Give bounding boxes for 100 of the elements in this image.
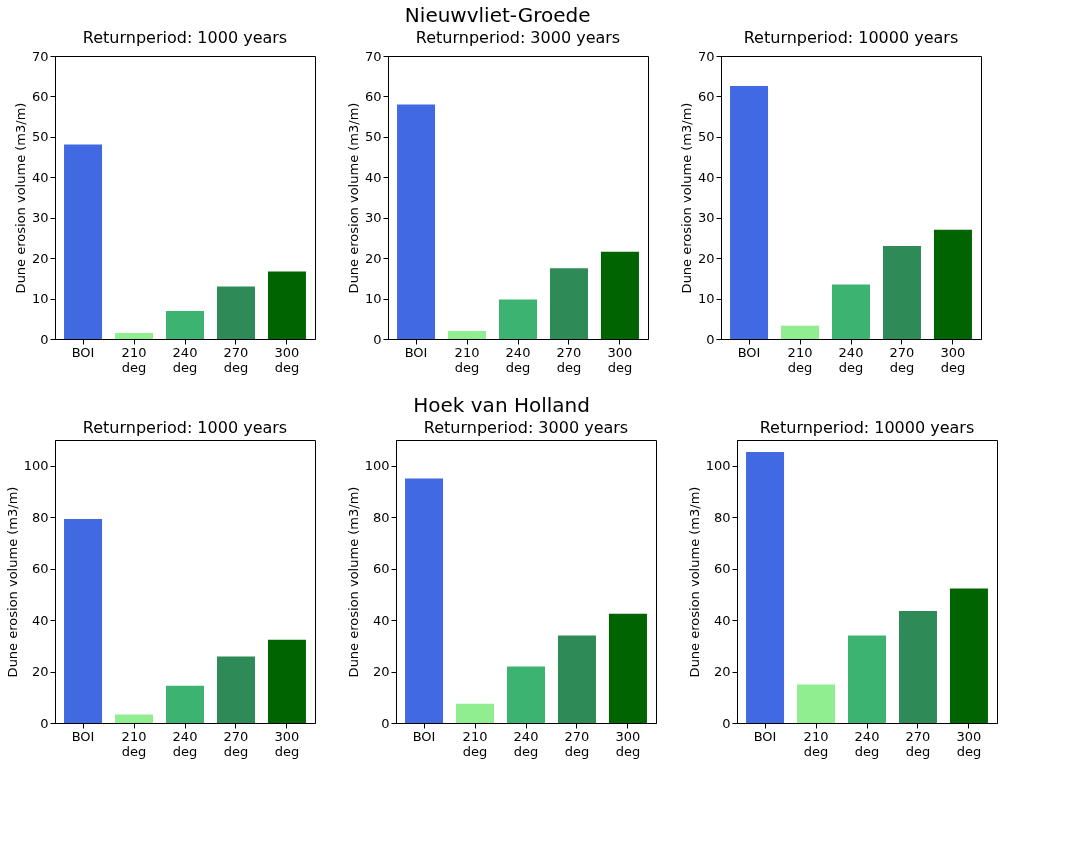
bar: [216, 286, 255, 339]
bar: [608, 613, 647, 723]
y-tick-label: 100: [364, 458, 390, 474]
bar: [448, 330, 487, 339]
bar: [746, 452, 785, 723]
y-tick-label: 0: [40, 331, 49, 347]
bar: [933, 229, 972, 339]
bar: [456, 703, 495, 723]
y-tick-label: 40: [364, 169, 382, 185]
y-tick-label: 20: [364, 250, 382, 266]
y-tick-label: 0: [706, 331, 715, 347]
bar: [267, 639, 306, 723]
y-tick-label: 60: [31, 88, 49, 104]
x-tick-label: 300 deg: [956, 728, 982, 759]
y-tick-label: 10: [697, 291, 715, 307]
y-tick-label: 20: [372, 664, 390, 680]
y-tick-label: 60: [31, 561, 49, 577]
x-tick-label: BOI: [753, 728, 777, 744]
y-tick-label: 60: [713, 561, 731, 577]
y-tick-label: 40: [713, 612, 731, 628]
y-tick-label: 20: [697, 250, 715, 266]
y-tick-label: 50: [31, 129, 49, 145]
bar: [557, 635, 596, 723]
y-axis-title: Dune erosion volume (m3/m): [678, 102, 694, 294]
y-tick-label: 10: [31, 291, 49, 307]
y-tick-label: 80: [713, 509, 731, 525]
bar: [115, 714, 154, 723]
y-tick-label: 100: [705, 458, 731, 474]
x-tick-label: 300 deg: [615, 728, 641, 759]
x-tick-label: BOI: [404, 344, 428, 360]
bar: [898, 611, 937, 723]
y-axis-title: Dune erosion volume (m3/m): [12, 102, 28, 294]
y-axis-title: Dune erosion volume (m3/m): [345, 102, 361, 294]
y-tick-label: 60: [372, 561, 390, 577]
x-tick-label: 240 deg: [513, 728, 539, 759]
x-tick-label: 240 deg: [172, 728, 198, 759]
x-tick-label: BOI: [737, 344, 761, 360]
y-tick-label: 0: [381, 715, 390, 731]
y-tick-label: 70: [697, 48, 715, 64]
bar: [848, 635, 886, 723]
y-tick-label: 40: [697, 169, 715, 185]
bar: [832, 284, 870, 339]
bar: [115, 332, 154, 339]
y-tick-label: 70: [31, 48, 49, 64]
y-tick-label: 40: [372, 612, 390, 628]
x-tick-label: BOI: [412, 728, 436, 744]
y-tick-label: 40: [31, 169, 49, 185]
x-tick-label: 240 deg: [505, 344, 531, 375]
bar: [781, 325, 820, 339]
text: Nieuwvliet-Groede: [404, 2, 591, 27]
bar: [397, 104, 436, 339]
text: Hoek van Holland: [413, 392, 590, 417]
x-tick-label: 210 deg: [121, 344, 147, 375]
x-tick-label: 270 deg: [223, 344, 249, 375]
x-tick-label: 300 deg: [607, 344, 633, 375]
bar: [549, 268, 588, 339]
x-tick-label: BOI: [71, 344, 95, 360]
y-tick-label: 30: [697, 210, 715, 226]
x-tick-label: 210 deg: [454, 344, 480, 375]
y-tick-label: 30: [364, 210, 382, 226]
y-tick-label: 100: [23, 458, 49, 474]
x-tick-label: 240 deg: [172, 344, 198, 375]
x-tick-label: 300 deg: [940, 344, 966, 375]
y-tick-label: 80: [372, 509, 390, 525]
chart-title: Returnperiod: 3000 years: [423, 418, 629, 437]
y-tick-label: 70: [364, 48, 382, 64]
x-tick-label: 210 deg: [121, 728, 147, 759]
x-tick-label: 210 deg: [462, 728, 488, 759]
y-axis-title: Dune erosion volume (m3/m): [345, 486, 361, 678]
y-tick-label: 80: [31, 509, 49, 525]
chart-title: Returnperiod: 10000 years: [743, 28, 959, 47]
bar: [797, 684, 836, 723]
bar: [64, 144, 103, 339]
x-tick-label: 240 deg: [838, 344, 864, 375]
x-tick-label: 270 deg: [564, 728, 590, 759]
x-tick-label: 270 deg: [905, 728, 931, 759]
y-tick-label: 10: [364, 291, 382, 307]
bar: [267, 271, 306, 339]
y-tick-label: 0: [40, 715, 49, 731]
y-tick-label: 50: [364, 129, 382, 145]
y-tick-label: 60: [364, 88, 382, 104]
bar: [882, 246, 921, 339]
x-tick-label: 300 deg: [274, 344, 300, 375]
x-tick-label: BOI: [71, 728, 95, 744]
y-tick-label: 40: [31, 612, 49, 628]
x-tick-label: 270 deg: [223, 728, 249, 759]
bar: [216, 656, 255, 723]
x-tick-label: 210 deg: [787, 344, 813, 375]
bar: [600, 251, 639, 339]
x-tick-label: 300 deg: [274, 728, 300, 759]
x-tick-label: 240 deg: [854, 728, 880, 759]
y-tick-label: 30: [31, 210, 49, 226]
chart-title: Returnperiod: 10000 years: [759, 418, 975, 437]
bar: [730, 85, 769, 339]
y-tick-label: 20: [31, 664, 49, 680]
y-tick-label: 50: [697, 129, 715, 145]
bar: [64, 518, 103, 723]
bar: [166, 311, 204, 339]
y-tick-label: 20: [713, 664, 731, 680]
chart-title: Returnperiod: 3000 years: [415, 28, 621, 47]
